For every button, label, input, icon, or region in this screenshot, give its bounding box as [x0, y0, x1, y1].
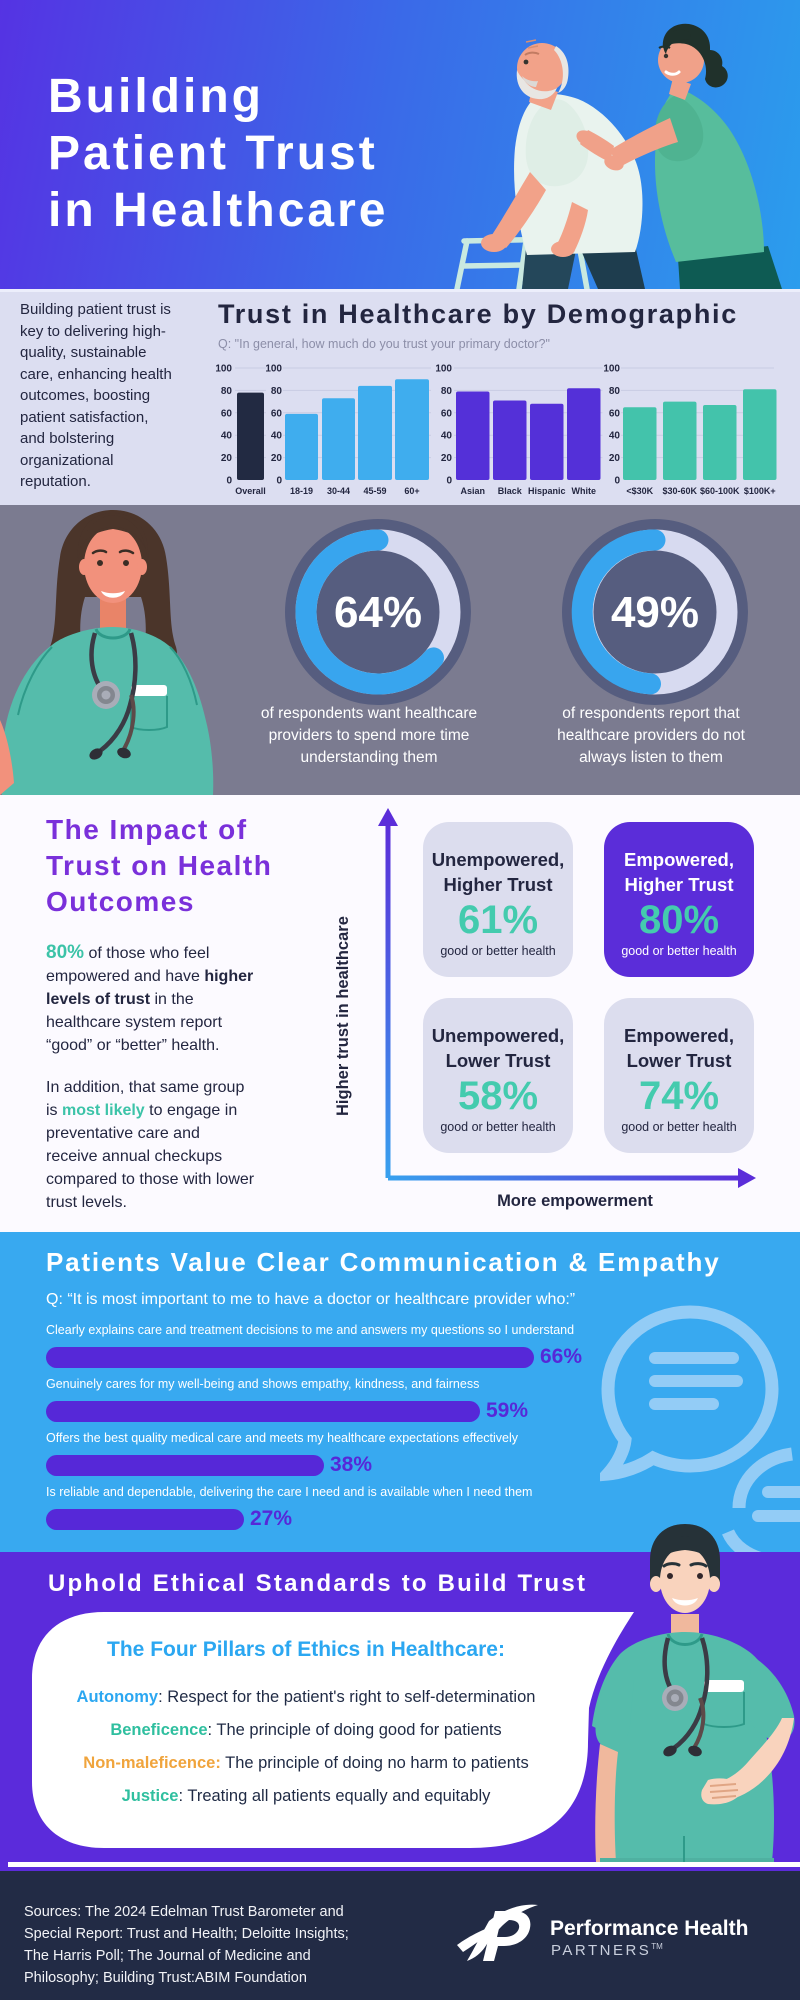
svg-text:0: 0	[276, 476, 282, 487]
svg-text:0: 0	[446, 476, 452, 487]
svg-text:60: 60	[221, 408, 233, 419]
svg-text:100: 100	[603, 364, 620, 375]
svg-text:0: 0	[614, 476, 620, 487]
svg-text:100: 100	[435, 364, 452, 375]
svg-text:Overall: Overall	[235, 486, 266, 496]
svg-text:40: 40	[271, 431, 283, 442]
svg-text:20: 20	[221, 453, 233, 464]
svg-text:60: 60	[441, 408, 453, 419]
svg-text:80: 80	[221, 386, 233, 397]
svg-text:$60-100K: $60-100K	[700, 486, 740, 496]
svg-text:<$30K: <$30K	[626, 486, 653, 496]
svg-text:100: 100	[265, 364, 282, 375]
svg-text:100: 100	[215, 364, 232, 375]
svg-text:30-44: 30-44	[327, 486, 350, 496]
svg-text:Asian: Asian	[461, 486, 486, 496]
svg-text:0: 0	[226, 476, 232, 487]
svg-text:40: 40	[609, 431, 621, 442]
svg-text:18-19: 18-19	[290, 486, 313, 496]
svg-text:60: 60	[609, 408, 621, 419]
svg-text:80: 80	[441, 386, 453, 397]
svg-text:60+: 60+	[404, 486, 419, 496]
svg-text:80: 80	[609, 386, 621, 397]
svg-text:20: 20	[441, 453, 453, 464]
svg-text:60: 60	[271, 408, 283, 419]
svg-text:49%: 49%	[611, 588, 699, 637]
svg-text:40: 40	[441, 431, 453, 442]
svg-text:Hispanic: Hispanic	[528, 486, 566, 496]
svg-text:64%: 64%	[334, 588, 422, 637]
svg-text:$30-60K: $30-60K	[663, 486, 698, 496]
svg-text:White: White	[572, 486, 597, 496]
svg-text:40: 40	[221, 431, 233, 442]
svg-text:20: 20	[609, 453, 621, 464]
svg-text:Black: Black	[498, 486, 523, 496]
svg-text:20: 20	[271, 453, 283, 464]
svg-text:$100K+: $100K+	[744, 486, 776, 496]
svg-text:80: 80	[271, 386, 283, 397]
svg-text:45-59: 45-59	[363, 486, 386, 496]
